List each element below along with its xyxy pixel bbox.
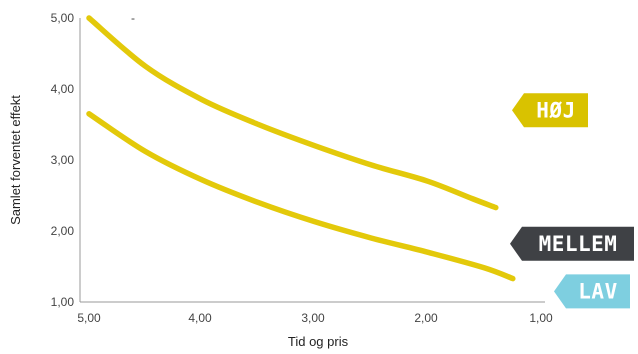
x-tick-label: 2,00 xyxy=(414,311,438,325)
series-layer xyxy=(86,15,516,282)
x-axis: 5,00 4,00 3,00 2,00 1,00 Tid og pris xyxy=(77,301,553,349)
tag-lav-shape xyxy=(554,274,630,309)
x-axis-title: Tid og pris xyxy=(288,334,349,349)
stray-mark: - xyxy=(131,11,135,25)
y-tick-label: 2,00 xyxy=(51,224,75,238)
tag-layer: HØJ MELLEM LAV xyxy=(510,93,634,309)
x-tick-label: 4,00 xyxy=(188,311,212,325)
series-line-1 xyxy=(86,15,499,211)
tag-høj-shape xyxy=(512,93,588,128)
y-tick-label: 1,00 xyxy=(51,295,75,309)
tag-mellem-shape xyxy=(510,226,634,261)
y-axis-title: Samlet forventet effekt xyxy=(8,95,23,225)
series-line-2 xyxy=(86,111,516,282)
y-tick-label: 4,00 xyxy=(51,82,75,96)
tag-label: LAV xyxy=(578,279,617,303)
x-tick-label: 3,00 xyxy=(301,311,325,325)
x-tick-label: 1,00 xyxy=(529,311,553,325)
tag-label: MELLEM xyxy=(539,232,618,256)
tag-label: HØJ xyxy=(536,98,575,122)
y-tick-label: 3,00 xyxy=(51,153,75,167)
y-tick-label: 5,00 xyxy=(51,11,75,25)
x-tick-label: 5,00 xyxy=(77,311,101,325)
y-axis: 5,00 4,00 3,00 2,00 1,00 Samlet forvente… xyxy=(8,11,81,309)
